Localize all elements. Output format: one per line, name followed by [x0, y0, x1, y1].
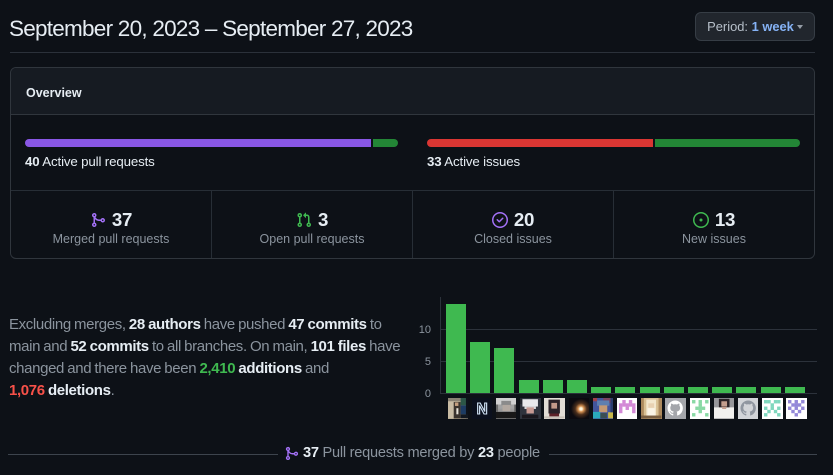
svg-text:N: N [476, 401, 487, 418]
